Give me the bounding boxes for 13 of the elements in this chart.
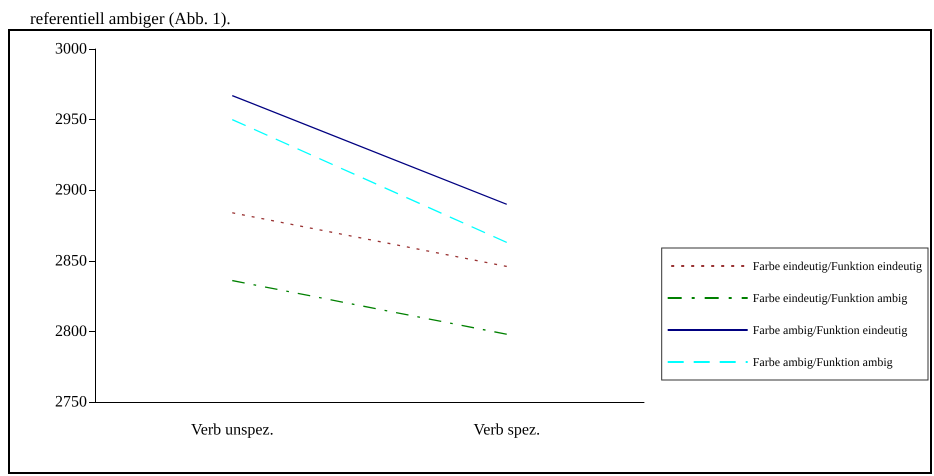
y-tick-label: 2800 [55,322,87,340]
y-tick-label: 2850 [55,252,87,270]
y-tick-label: 3000 [55,40,87,58]
x-tick-label: Verb unspez. [190,422,274,438]
y-tick-label: 2950 [55,111,87,128]
y-tick-label: 2900 [55,182,87,199]
x-tick-label: Verb spez. [473,422,540,438]
y-tick-label: 2750 [55,394,87,410]
text: referentiell ambiger (Abb. 1). [30,9,231,28]
legend-label: Farbe eindeutig/Funktion eindeutig [752,259,922,273]
legend-label: Farbe eindeutig/Funktion ambig [752,291,908,305]
legend-label: Farbe ambig/Funktion ambig [752,355,893,369]
legend-label: Farbe ambig/Funktion eindeutig [752,323,908,337]
